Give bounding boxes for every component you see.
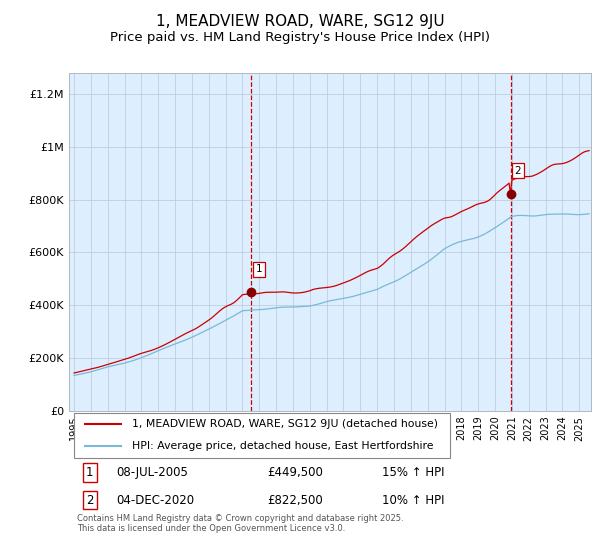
Text: £822,500: £822,500	[268, 493, 323, 507]
Text: 1: 1	[256, 264, 262, 274]
FancyBboxPatch shape	[74, 413, 450, 458]
Text: 10% ↑ HPI: 10% ↑ HPI	[382, 493, 445, 507]
Text: 15% ↑ HPI: 15% ↑ HPI	[382, 466, 445, 479]
Text: £449,500: £449,500	[268, 466, 323, 479]
Text: 08-JUL-2005: 08-JUL-2005	[116, 466, 188, 479]
Text: 2: 2	[515, 166, 521, 176]
Text: 2: 2	[86, 493, 94, 507]
Text: 1: 1	[86, 466, 94, 479]
Text: 1, MEADVIEW ROAD, WARE, SG12 9JU (detached house): 1, MEADVIEW ROAD, WARE, SG12 9JU (detach…	[131, 419, 437, 429]
Text: Contains HM Land Registry data © Crown copyright and database right 2025.
This d: Contains HM Land Registry data © Crown c…	[77, 514, 403, 533]
Text: HPI: Average price, detached house, East Hertfordshire: HPI: Average price, detached house, East…	[131, 441, 433, 451]
Text: Price paid vs. HM Land Registry's House Price Index (HPI): Price paid vs. HM Land Registry's House …	[110, 31, 490, 44]
Text: 04-DEC-2020: 04-DEC-2020	[116, 493, 194, 507]
Text: 1, MEADVIEW ROAD, WARE, SG12 9JU: 1, MEADVIEW ROAD, WARE, SG12 9JU	[155, 14, 445, 29]
